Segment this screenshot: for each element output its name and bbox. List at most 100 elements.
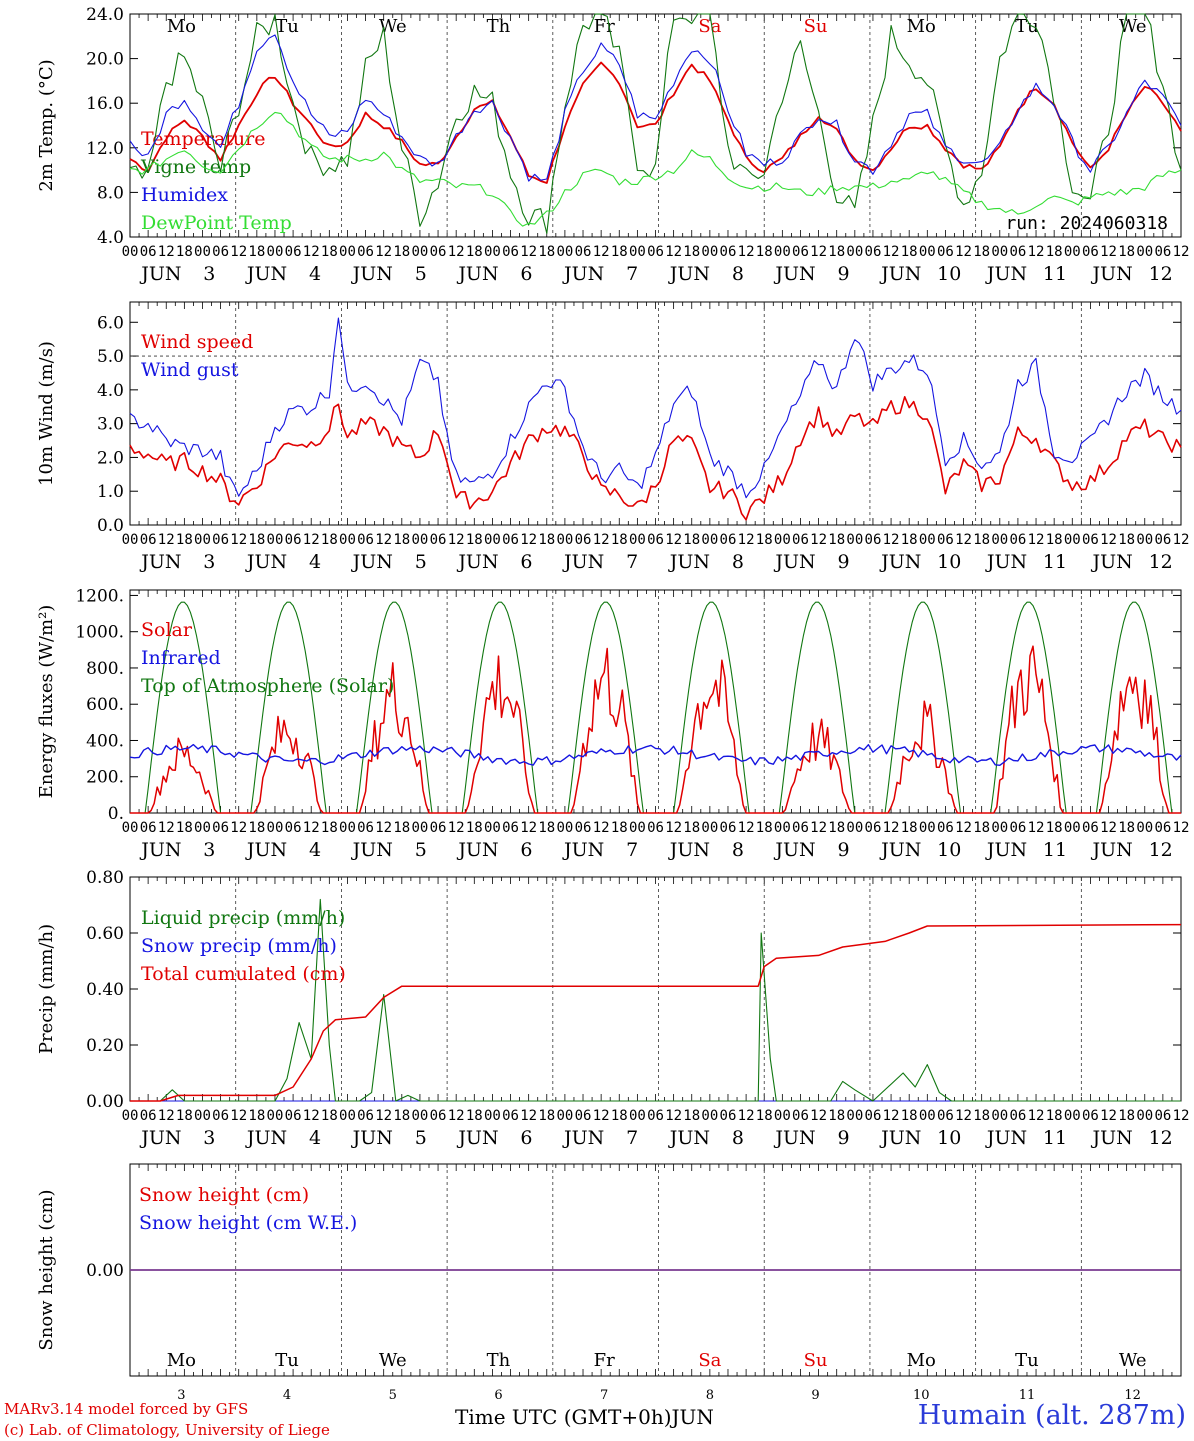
hour-tick-label: 12 [158, 244, 175, 260]
date-number-label: 6 [520, 839, 532, 861]
hour-tick-label: 00 [774, 1108, 791, 1124]
hour-tick-label: 00 [919, 820, 936, 836]
y-tick-label: 16.0 [86, 94, 124, 114]
date-number-label: 8 [732, 839, 744, 861]
day-number-label: 11 [1019, 1388, 1036, 1403]
hour-tick-label: 06 [1009, 820, 1026, 836]
date-number-label: 3 [203, 263, 215, 285]
hour-tick-label: 18 [828, 820, 845, 836]
hour-tick-label: 00 [846, 244, 863, 260]
hour-tick-label: 12 [230, 820, 247, 836]
hour-tick-label: 06 [212, 1108, 229, 1124]
y-tick-label: 24.0 [86, 5, 124, 25]
hour-tick-label: 00 [991, 532, 1008, 548]
hour-tick-label: 00 [1064, 532, 1081, 548]
panel-5: 0.00 Snow height (cm) Mo Tu We Th Fr Sa Su Mo Tu We… [36, 1163, 1182, 1403]
day-name-label: Th [487, 16, 511, 37]
y-tick-label: 1000. [75, 623, 124, 643]
date-number-label: 7 [626, 551, 638, 573]
day-name-label: We [379, 1350, 407, 1371]
y-tick-label: 2.0 [97, 448, 124, 468]
hour-tick-label: 06 [502, 820, 519, 836]
hour-tick-label: 18 [1118, 1108, 1135, 1124]
hour-tick-label: 00 [412, 532, 429, 548]
hour-tick-label: 18 [248, 1108, 265, 1124]
hour-tick-label: 18 [828, 1108, 845, 1124]
day-name-label: We [1119, 1350, 1147, 1371]
date-month-label: JUN [773, 263, 815, 285]
hour-tick-label: 12 [883, 244, 900, 260]
hour-tick-label: 06 [647, 532, 664, 548]
date-number-label: 9 [838, 551, 850, 573]
hour-tick-label: 12 [593, 244, 610, 260]
y-tick-label: 0. [108, 804, 124, 824]
hour-tick-label: 06 [865, 820, 882, 836]
date-number-label: 8 [732, 263, 744, 285]
date-number-label: 3 [203, 551, 215, 573]
hour-tick-label: 18 [683, 532, 700, 548]
y-axis-label: 10m Wind (m/s) [36, 341, 57, 486]
hour-tick-label: 12 [158, 532, 175, 548]
date-number-label: 6 [520, 263, 532, 285]
hour-tick-label: 06 [865, 532, 882, 548]
hour-tick-label: 00 [339, 1108, 356, 1124]
hour-tick-label: 00 [339, 820, 356, 836]
hour-tick-label: 18 [828, 244, 845, 260]
day-name-label: Tu [275, 16, 299, 37]
y-tick-label: 400. [86, 731, 124, 751]
date-number-label: 11 [1043, 263, 1067, 285]
date-month-label: JUN [773, 551, 815, 573]
hour-tick-label: 12 [955, 1108, 972, 1124]
legend-label: Liquid precip (mm/h) [141, 907, 345, 929]
y-tick-label: 5.0 [97, 347, 124, 367]
hour-tick-label: 00 [1136, 244, 1153, 260]
hour-tick-label: 18 [756, 244, 773, 260]
hour-tick-label: 00 [629, 820, 646, 836]
date-month-label: JUN [985, 839, 1027, 861]
panel-frame [129, 13, 1182, 238]
panel-3: 0. 200. 400. 600. 800. 1000. 1200. Energy fluxe… [36, 586, 1189, 861]
date-month-label: JUN [562, 263, 604, 285]
legend-label: Solar [141, 619, 193, 641]
hour-tick-label: 18 [973, 1108, 990, 1124]
legend-label: Wind speed [141, 331, 253, 353]
hour-tick-label: 18 [756, 532, 773, 548]
hour-tick-label: 06 [575, 820, 592, 836]
hour-tick-label: 06 [1009, 1108, 1026, 1124]
date-number-label: 6 [520, 551, 532, 573]
hour-tick-label: 00 [991, 820, 1008, 836]
hour-tick-label: 18 [176, 532, 193, 548]
y-axis-label: Snow height (cm) [36, 1189, 57, 1350]
date-month-label: JUN [562, 551, 604, 573]
hour-tick-label: 00 [991, 1108, 1008, 1124]
hour-tick-label: 00 [412, 820, 429, 836]
date-number-label: 12 [1149, 839, 1173, 861]
hour-tick-label: 18 [611, 244, 628, 260]
series-line-infrared [129, 743, 1182, 766]
day-number-label: 10 [913, 1388, 930, 1403]
date-month-label: JUN [985, 263, 1027, 285]
date-month-label: JUN [245, 839, 287, 861]
hour-tick-label: 00 [484, 1108, 501, 1124]
station-name: Humain (alt. 287m) [917, 1400, 1186, 1431]
date-number-label: 6 [520, 1127, 532, 1149]
hour-tick-label: 00 [991, 244, 1008, 260]
hour-tick-label: 18 [248, 244, 265, 260]
date-month-label: JUN [245, 1127, 287, 1149]
hour-tick-label: 18 [611, 1108, 628, 1124]
date-month-label: JUN [879, 1127, 921, 1149]
y-tick-label: 0.40 [86, 980, 124, 1000]
date-number-label: 5 [415, 551, 427, 573]
hour-tick-label: 06 [430, 532, 447, 548]
date-month-label: JUN [456, 1127, 498, 1149]
hour-tick-label: 00 [339, 532, 356, 548]
date-number-label: 12 [1149, 551, 1173, 573]
date-number-label: 5 [415, 839, 427, 861]
run-label: run: 2024060318 [1005, 213, 1168, 234]
hour-tick-label: 18 [1046, 532, 1063, 548]
hour-tick-label: 12 [810, 532, 827, 548]
hour-tick-label: 00 [556, 532, 573, 548]
date-month-label: JUN [351, 1127, 393, 1149]
legend-label: Top of Atmosphere (Solar) [141, 675, 394, 697]
